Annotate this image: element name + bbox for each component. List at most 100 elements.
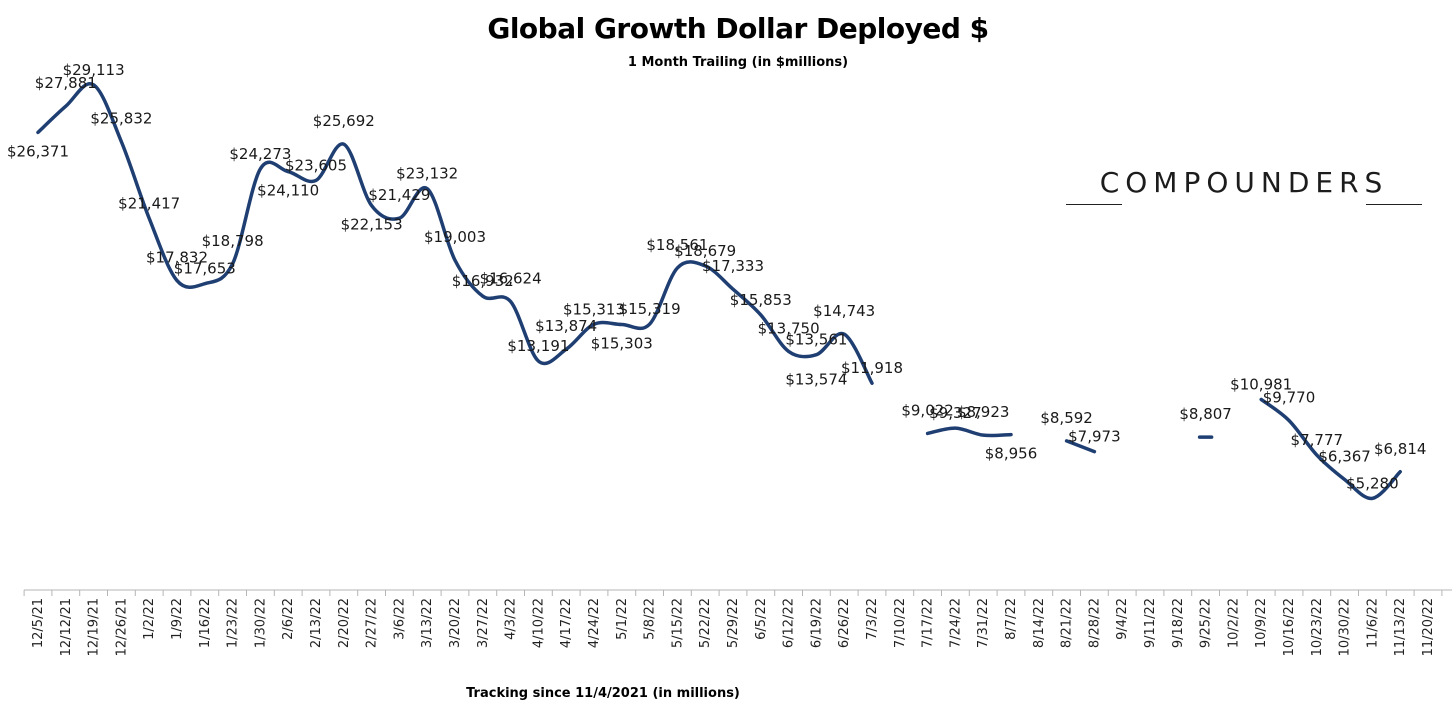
- x-tick-label: 2/13/22: [309, 598, 324, 648]
- data-label: $21,429: [368, 186, 430, 204]
- series-line-segment: [1259, 397, 1402, 501]
- x-tick-label: 12/26/21: [114, 598, 129, 656]
- data-label: $24,110: [257, 182, 319, 200]
- x-tick-label: 7/17/22: [921, 598, 936, 648]
- x-tick-label: 1/23/22: [226, 598, 241, 648]
- data-label: $8,923: [957, 403, 1010, 421]
- data-label: $13,574: [785, 370, 847, 388]
- x-tick-label: 1/2/22: [142, 598, 157, 640]
- chart-title: Global Growth Dollar Deployed $: [487, 12, 989, 45]
- x-tick-label: 3/6/22: [392, 598, 407, 640]
- data-label: $23,132: [396, 165, 458, 183]
- logo-rule-left: [1066, 204, 1122, 205]
- x-tick-label: 8/21/22: [1060, 598, 1075, 648]
- data-label: $9,327: [929, 404, 982, 422]
- x-tick-label: 9/18/22: [1171, 598, 1186, 648]
- x-tick-label: 5/1/22: [615, 598, 630, 640]
- data-label: $14,743: [813, 302, 875, 320]
- x-tick-label: 4/3/22: [504, 598, 519, 640]
- x-tick-label: 3/27/22: [476, 598, 491, 648]
- x-tick-label: 11/6/22: [1365, 598, 1380, 648]
- data-label: $13,191: [507, 337, 569, 355]
- data-label: $15,303: [591, 334, 653, 352]
- x-tick-label: 1/30/22: [253, 598, 268, 648]
- x-tick-label: 5/15/22: [670, 598, 685, 648]
- x-tick-label: 5/29/22: [726, 598, 741, 648]
- x-tick-label: 7/24/22: [948, 598, 963, 648]
- x-tick-label: 9/11/22: [1143, 598, 1158, 648]
- data-label: $9,770: [1263, 388, 1316, 406]
- x-tick-label: 5/8/22: [643, 598, 658, 640]
- x-tick-label: 12/5/21: [31, 598, 46, 648]
- x-tick-label: 3/20/22: [448, 598, 463, 648]
- data-label: $24,273: [229, 145, 291, 163]
- series-line-segment: [1064, 439, 1097, 454]
- series-line: [36, 81, 1402, 501]
- data-label: $17,653: [174, 260, 236, 278]
- series-line-segment: [36, 81, 874, 385]
- data-label: $10,981: [1230, 375, 1292, 393]
- x-tick-label: 10/9/22: [1254, 598, 1269, 648]
- x-axis-label: Tracking since 11/4/2021 (in millions): [466, 686, 740, 701]
- data-label: $9,022: [901, 401, 954, 419]
- x-axis: 12/5/21 12/12/21 12/19/21 12/26/21 1/2/22 1/9…: [23, 589, 1452, 656]
- x-tick-label: 2/27/22: [365, 598, 380, 648]
- data-label: $16,624: [480, 270, 542, 288]
- x-tick-label: 3/13/22: [420, 598, 435, 648]
- data-label: $11,918: [841, 359, 903, 377]
- data-label: $22,153: [341, 216, 403, 234]
- data-label: $15,853: [730, 291, 792, 309]
- x-tick-label: 5/22/22: [698, 598, 713, 648]
- data-label: $6,814: [1374, 440, 1427, 458]
- data-label: $8,807: [1179, 405, 1232, 423]
- data-label: $27,881: [35, 74, 97, 92]
- data-label: $25,692: [313, 112, 375, 130]
- x-tick-label: 11/20/22: [1421, 598, 1436, 656]
- x-tick-label: 10/2/22: [1226, 598, 1241, 648]
- compounders-logo: COMPOUNDERS: [1066, 166, 1422, 206]
- data-label: $15,319: [619, 300, 681, 318]
- data-label: $13,561: [785, 331, 847, 349]
- data-label: $19,003: [424, 228, 486, 246]
- data-label: $18,798: [202, 232, 264, 250]
- x-tick-label: 10/16/22: [1282, 598, 1297, 656]
- x-tick-label: 7/31/22: [976, 598, 991, 648]
- data-label: $23,605: [285, 156, 347, 174]
- data-label: $17,832: [146, 249, 208, 267]
- x-tick-label: 10/30/22: [1338, 598, 1353, 656]
- x-tick-label: 7/10/22: [893, 598, 908, 648]
- x-tick-label: 9/4/22: [1115, 598, 1130, 640]
- x-tick-label: 2/6/22: [281, 598, 296, 640]
- x-tick-label: 1/9/22: [170, 598, 185, 640]
- x-tick-label: 10/23/22: [1310, 598, 1325, 656]
- data-label: $8,592: [1040, 409, 1093, 427]
- logo-rule-right: [1366, 204, 1422, 205]
- data-label: $7,973: [1068, 428, 1121, 446]
- x-tick-label: 7/3/22: [865, 598, 880, 640]
- x-tick-label: 12/19/21: [87, 598, 102, 656]
- x-tick-label: 4/10/22: [531, 598, 546, 648]
- data-label: $26,371: [7, 142, 69, 160]
- series-line-segment: [925, 426, 1013, 438]
- x-tick-label: 1/16/22: [198, 598, 213, 648]
- data-label: $21,417: [118, 194, 180, 212]
- x-tick-label: 4/17/22: [559, 598, 574, 648]
- x-tick-label: 6/26/22: [837, 598, 852, 648]
- data-label: $16,932: [452, 272, 514, 290]
- data-label: $25,832: [90, 110, 152, 128]
- x-tick-label: 4/24/22: [587, 598, 602, 648]
- x-tick-label: 6/19/22: [809, 598, 824, 648]
- data-label: $29,113: [63, 61, 125, 79]
- data-label: $5,280: [1346, 474, 1399, 492]
- data-label: $15,313: [563, 300, 625, 318]
- x-tick-label: 8/7/22: [1004, 598, 1019, 640]
- data-label: $8,956: [985, 445, 1038, 463]
- x-tick-label: 12/12/21: [59, 598, 74, 656]
- x-tick-label: 8/28/22: [1087, 598, 1102, 648]
- data-label: $18,561: [646, 236, 708, 254]
- data-label: $18,679: [674, 242, 736, 260]
- data-label: $6,367: [1318, 448, 1371, 466]
- data-label: $17,333: [702, 257, 764, 275]
- x-tick-label: 8/14/22: [1032, 598, 1047, 648]
